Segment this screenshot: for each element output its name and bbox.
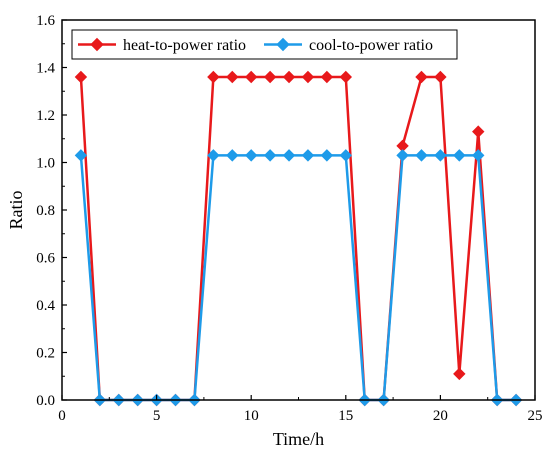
data-point	[472, 149, 485, 162]
data-point	[339, 149, 353, 162]
data-point	[434, 70, 447, 84]
data-point	[207, 149, 220, 162]
legend-marker	[90, 37, 104, 52]
data-point	[282, 70, 296, 84]
data-point	[74, 149, 88, 162]
y-tick-label: 0.0	[36, 393, 55, 409]
y-tick-label: 1.2	[36, 108, 55, 124]
data-point	[207, 70, 220, 84]
data-point	[320, 70, 334, 84]
y-tick-label: 0.6	[36, 251, 55, 267]
data-point	[244, 70, 258, 84]
axes-layer: 0 5 10 15 20 25 0.0 0.2 0.4 0.6 0.8 1.0 1.2 1.4 1.6	[36, 13, 542, 424]
data-point	[263, 149, 277, 162]
legend-label: heat-to-power ratio	[123, 37, 246, 54]
data-point	[415, 149, 428, 162]
series-line	[79, 75, 517, 402]
x-tick-label: 15	[338, 408, 353, 424]
x-tick-label: 20	[433, 408, 448, 424]
legend-marker	[276, 37, 290, 52]
y-tick-label: 1.0	[36, 156, 55, 172]
data-point	[226, 149, 239, 162]
y-tick-label: 0.2	[36, 346, 55, 362]
data-point	[301, 70, 315, 84]
data-point	[339, 70, 353, 84]
y-tick-label: 1.6	[36, 13, 55, 29]
data-point	[320, 149, 334, 162]
series-layer	[74, 70, 523, 407]
x-tick-label: 25	[528, 408, 543, 424]
y-tick-label: 1.4	[36, 61, 55, 77]
x-tick-label: 10	[244, 408, 259, 424]
data-point	[301, 149, 315, 162]
legend-label: cool-to-power ratio	[309, 37, 433, 54]
data-point	[74, 70, 88, 84]
data-point	[244, 149, 258, 162]
data-point	[453, 367, 466, 381]
y-axis-title: Ratio	[6, 191, 26, 230]
data-point	[472, 125, 485, 138]
data-point	[415, 70, 428, 84]
data-point	[453, 149, 466, 162]
data-point	[226, 70, 239, 84]
x-tick-label: 0	[58, 408, 66, 424]
data-point	[282, 149, 296, 162]
x-axis-title: Time/h	[273, 429, 324, 449]
data-point	[263, 70, 277, 84]
data-point	[396, 149, 409, 162]
x-tick-label: 5	[153, 408, 161, 424]
data-point	[434, 149, 447, 162]
y-tick-label: 0.8	[36, 203, 55, 219]
legend: heat-to-power ratio cool-to-power ratio	[71, 29, 458, 60]
series-line	[79, 154, 517, 402]
y-tick-label: 0.4	[36, 298, 55, 314]
